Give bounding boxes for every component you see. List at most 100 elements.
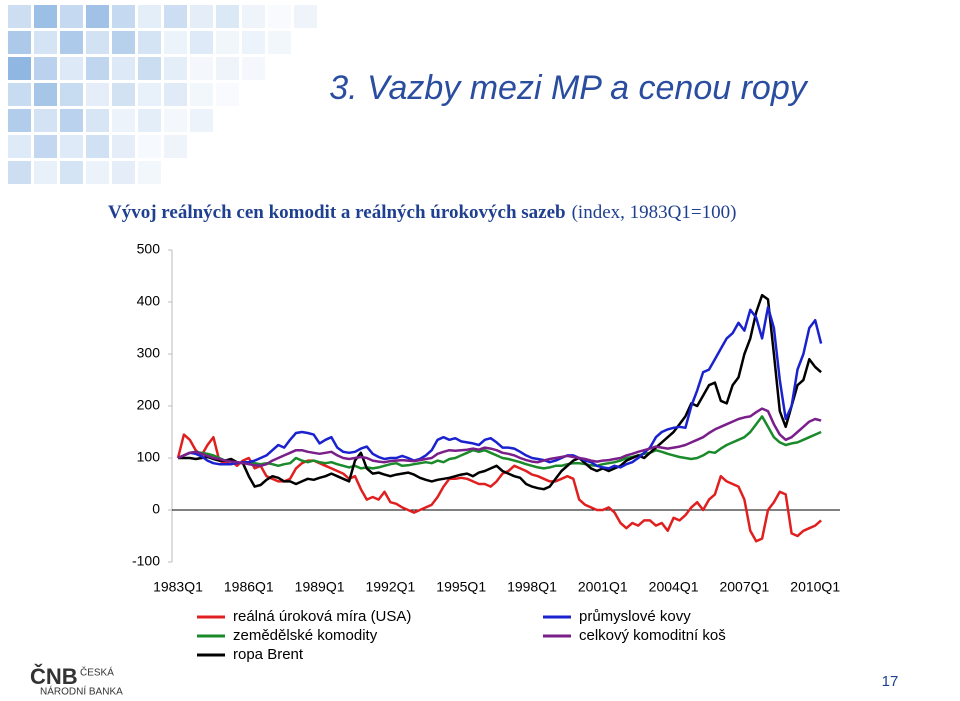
y-tick-label: 0 [152, 501, 160, 517]
y-tick-label: 100 [137, 449, 161, 465]
deco-square [164, 31, 187, 54]
deco-square [138, 161, 161, 184]
deco-square [34, 109, 57, 132]
deco-square [138, 83, 161, 106]
deco-square [60, 31, 83, 54]
deco-square [164, 83, 187, 106]
deco-square [60, 83, 83, 106]
deco-square [86, 161, 109, 184]
deco-square [112, 161, 135, 184]
deco-square [112, 83, 135, 106]
x-tick-label: 1989Q1 [295, 579, 345, 595]
deco-square [60, 135, 83, 158]
page-number: 17 [882, 673, 899, 690]
logo-text: ČESKÁ [80, 666, 114, 679]
series-line [177, 305, 823, 470]
legend-label: ropa Brent [233, 646, 304, 663]
x-tick-label: 1992Q1 [365, 579, 415, 595]
deco-square [190, 109, 213, 132]
y-tick-label: 500 [137, 241, 161, 257]
x-tick-label: 2004Q1 [649, 579, 699, 595]
deco-square [164, 57, 187, 80]
legend-label: průmyslové kovy [579, 608, 691, 625]
series-line [178, 293, 822, 491]
deco-square [216, 31, 239, 54]
deco-square [242, 57, 265, 80]
deco-square [138, 109, 161, 132]
x-tick-label: 1983Q1 [153, 579, 203, 595]
deco-square [86, 31, 109, 54]
deco-square [216, 83, 239, 106]
deco-square [34, 31, 57, 54]
y-tick-label: 200 [137, 397, 161, 413]
deco-square [268, 31, 291, 54]
deco-square [112, 109, 135, 132]
logo-text: NÁRODNÍ BANKA [40, 685, 123, 698]
x-tick-label: 2010Q1 [790, 579, 840, 595]
deco-square [216, 5, 239, 28]
deco-square [190, 5, 213, 28]
deco-square [216, 57, 239, 80]
deco-square [190, 83, 213, 106]
deco-square [86, 5, 109, 28]
deco-square [112, 31, 135, 54]
chart-title-main: Vývoj reálných cen komodit a reálných úr… [108, 202, 566, 223]
deco-square [190, 57, 213, 80]
deco-square [8, 135, 31, 158]
chart-title: Vývoj reálných cen komodit a reálných úr… [108, 202, 736, 223]
deco-square [268, 5, 291, 28]
deco-square [294, 5, 317, 28]
deco-square [60, 57, 83, 80]
legend-label: zemědělské komodity [233, 627, 378, 644]
deco-square [8, 83, 31, 106]
deco-square [164, 109, 187, 132]
y-tick-label: 400 [137, 293, 161, 309]
x-tick-label: 1986Q1 [224, 579, 274, 595]
deco-square [34, 83, 57, 106]
deco-square [242, 5, 265, 28]
deco-square [164, 135, 187, 158]
deco-square [138, 57, 161, 80]
deco-square [138, 31, 161, 54]
legend-label: celkový komoditní koš [579, 627, 726, 644]
deco-square [8, 5, 31, 28]
legend-label: reálná úroková míra (USA) [233, 608, 411, 625]
deco-square [8, 109, 31, 132]
logo-mark: ČNB [30, 664, 78, 689]
deco-square [112, 57, 135, 80]
deco-square [34, 161, 57, 184]
decoration [8, 5, 317, 184]
deco-square [34, 57, 57, 80]
chart-subtitle: (index, 1983Q1=100) [572, 202, 737, 223]
deco-square [242, 31, 265, 54]
x-tick-label: 1998Q1 [507, 579, 557, 595]
deco-square [112, 5, 135, 28]
deco-square [112, 135, 135, 158]
deco-square [8, 31, 31, 54]
deco-square [138, 5, 161, 28]
y-tick-label: -100 [132, 553, 160, 569]
deco-square [8, 161, 31, 184]
deco-square [60, 161, 83, 184]
deco-square [164, 5, 187, 28]
deco-square [60, 109, 83, 132]
series-line [177, 415, 822, 470]
deco-square [138, 135, 161, 158]
deco-square [86, 135, 109, 158]
slide-title: 3. Vazby mezi MP a cenou ropy [329, 69, 808, 107]
x-tick-label: 1995Q1 [436, 579, 486, 595]
series-line [177, 407, 822, 468]
deco-square [86, 109, 109, 132]
deco-square [60, 5, 83, 28]
chart: -100 0 100 200 300 400 500 1983Q1 1986Q1 1989Q1 19… [132, 241, 840, 663]
deco-square [190, 31, 213, 54]
x-tick-label: 2001Q1 [578, 579, 628, 595]
y-tick-label: 300 [137, 345, 161, 361]
deco-square [34, 5, 57, 28]
deco-square [86, 57, 109, 80]
deco-square [34, 135, 57, 158]
x-tick-label: 2007Q1 [719, 579, 769, 595]
deco-square [86, 83, 109, 106]
